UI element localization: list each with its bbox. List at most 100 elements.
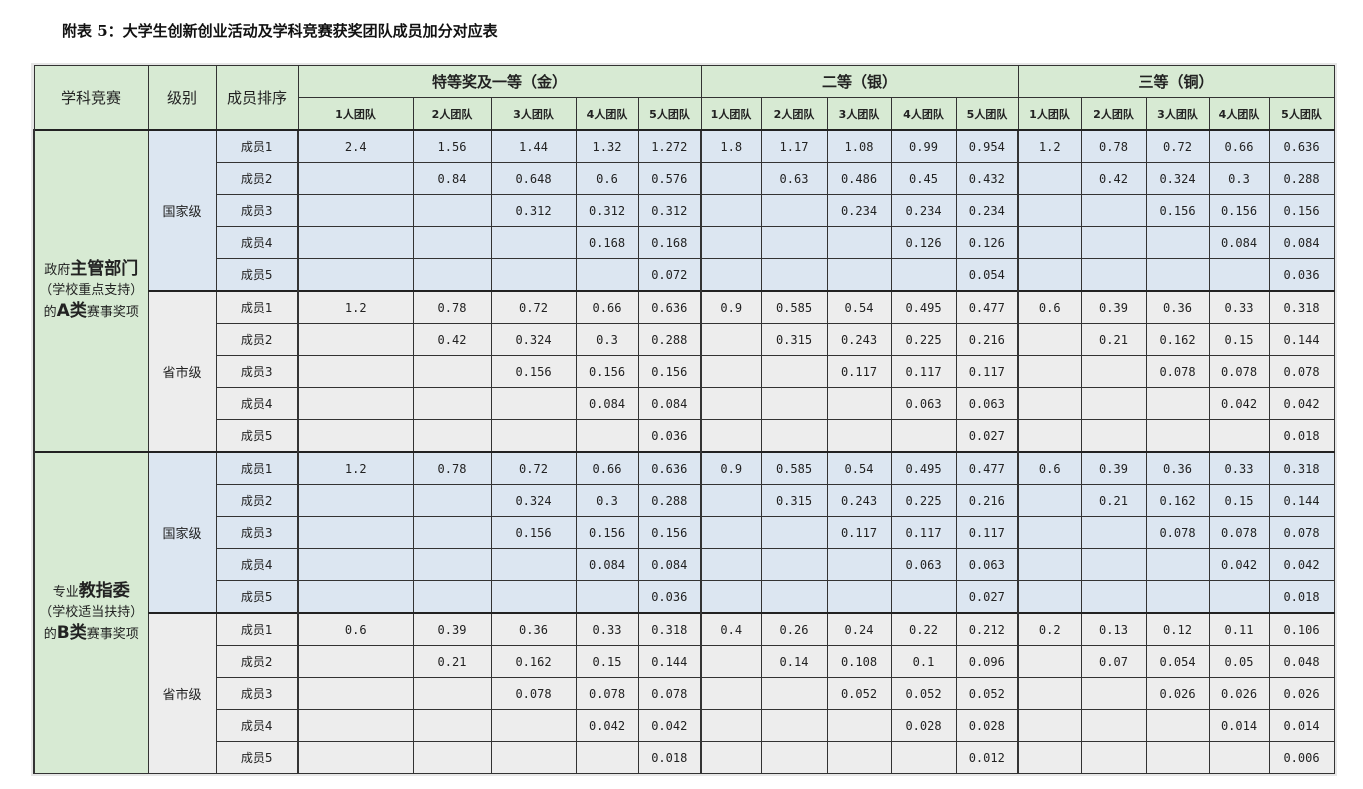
score-cell: 0.45 — [890, 162, 957, 195]
header-team-size: 2人团队 — [760, 97, 828, 131]
score-cell — [826, 741, 892, 774]
score-cell — [760, 258, 828, 292]
score-cell — [700, 226, 762, 259]
score-cell — [1145, 387, 1210, 420]
score-cell — [1145, 741, 1210, 774]
score-cell: 0.052 — [955, 677, 1019, 710]
score-cell — [1017, 709, 1082, 742]
score-cell — [1145, 548, 1210, 581]
score-cell: 0.11 — [1208, 612, 1270, 646]
level-cell: 省市级 — [147, 290, 217, 453]
score-cell — [1017, 419, 1082, 453]
score-cell: 1.32 — [575, 129, 639, 163]
score-cell — [1208, 741, 1270, 774]
table-row: 成员3 0.078 0.078 0.078 0.052 0.052 0.052 0.026 0.… — [34, 677, 1335, 710]
score-cell — [1208, 580, 1270, 614]
score-cell: 0.495 — [890, 290, 957, 324]
score-cell: 0.54 — [826, 451, 892, 485]
category-cell: 专业教指委 （学校适当扶持） 的B类赛事奖项 — [33, 451, 149, 774]
score-cell: 0.078 — [1208, 516, 1270, 549]
score-cell: 1.44 — [490, 129, 577, 163]
score-cell: 0.26 — [760, 612, 828, 646]
score-cell — [575, 419, 639, 453]
score-cell — [760, 677, 828, 710]
score-cell: 0.018 — [1268, 580, 1335, 614]
table-row: 成员4 0.084 0.084 0.063 0.063 0.042 0.042 — [34, 548, 1335, 581]
score-cell: 0.288 — [637, 323, 702, 356]
score-cell — [1080, 226, 1147, 259]
score-cell: 0.063 — [890, 548, 957, 581]
score-cell: 0.078 — [1145, 355, 1210, 388]
table-row: 成员2 0.324 0.3 0.288 0.315 0.243 0.225 0.216 0.21… — [34, 484, 1335, 517]
score-cell — [297, 677, 414, 710]
member-cell: 成员5 — [215, 580, 299, 614]
score-cell — [890, 419, 957, 453]
score-cell: 0.063 — [955, 387, 1019, 420]
score-cell: 0.05 — [1208, 645, 1270, 678]
score-cell — [1017, 258, 1082, 292]
score-cell: 0.042 — [1268, 548, 1335, 581]
score-cell: 0.084 — [1268, 226, 1335, 259]
header-team-size: 5人团队 — [637, 97, 702, 131]
score-cell — [700, 516, 762, 549]
score-cell: 0.78 — [1080, 129, 1147, 163]
score-cell — [297, 226, 414, 259]
score-cell: 0.477 — [955, 451, 1019, 485]
score-cell: 0.014 — [1268, 709, 1335, 742]
score-cell — [760, 741, 828, 774]
score-cell: 0.156 — [637, 516, 702, 549]
score-cell — [700, 194, 762, 227]
score-cell — [1080, 419, 1147, 453]
header-team-size: 1人团队 — [1017, 97, 1082, 131]
score-cell — [297, 323, 414, 356]
category-cell: 政府主管部门 （学校重点支持） 的A类赛事奖项 — [33, 129, 149, 453]
score-cell: 0.106 — [1268, 612, 1335, 646]
score-cell: 0.168 — [637, 226, 702, 259]
score-cell: 1.2 — [297, 451, 414, 485]
score-cell — [297, 355, 414, 388]
score-cell — [1017, 516, 1082, 549]
score-cell — [1080, 355, 1147, 388]
score-cell: 0.117 — [890, 355, 957, 388]
score-cell: 0.21 — [1080, 323, 1147, 356]
score-cell — [760, 548, 828, 581]
score-cell — [890, 258, 957, 292]
category-label-part: 的 — [43, 627, 57, 642]
score-cell: 1.08 — [826, 129, 892, 163]
score-cell: 0.324 — [1145, 162, 1210, 195]
score-cell — [760, 580, 828, 614]
score-cell: 0.318 — [1268, 290, 1335, 324]
member-cell: 成员1 — [215, 612, 299, 646]
score-cell: 0.3 — [575, 323, 639, 356]
table-row: 省市级 成员1 0.6 0.39 0.36 0.33 0.318 0.4 0.26 0.24 0.2… — [34, 612, 1335, 774]
score-cell: 2.4 — [297, 129, 414, 163]
header-team-size: 3人团队 — [1145, 97, 1210, 131]
score-cell: 0.084 — [637, 387, 702, 420]
score-cell — [826, 226, 892, 259]
score-cell: 0.036 — [637, 580, 702, 614]
score-cell: 0.9 — [700, 290, 762, 324]
score-cell: 0.54 — [826, 290, 892, 324]
score-cell — [575, 258, 639, 292]
header-team-size: 4人团队 — [890, 97, 957, 131]
level-cell: 省市级 — [147, 612, 217, 774]
score-cell — [1145, 258, 1210, 292]
score-cell — [1080, 741, 1147, 774]
score-cell: 0.486 — [826, 162, 892, 195]
score-cell: 0.156 — [575, 516, 639, 549]
score-cell — [1145, 419, 1210, 453]
score-cell: 0.162 — [1145, 484, 1210, 517]
score-cell: 0.225 — [890, 484, 957, 517]
score-cell — [297, 162, 414, 195]
score-cell: 0.084 — [637, 548, 702, 581]
score-cell: 0.054 — [1145, 645, 1210, 678]
score-cell: 0.324 — [490, 323, 577, 356]
score-cell — [700, 645, 762, 678]
score-cell: 0.042 — [1268, 387, 1335, 420]
score-cell: 0.042 — [575, 709, 639, 742]
category-label-part: 赛事奖项 — [86, 305, 139, 320]
score-cell: 0.162 — [490, 645, 577, 678]
score-cell: 0.027 — [955, 580, 1019, 614]
score-cell — [1080, 709, 1147, 742]
score-cell: 0.234 — [890, 194, 957, 227]
